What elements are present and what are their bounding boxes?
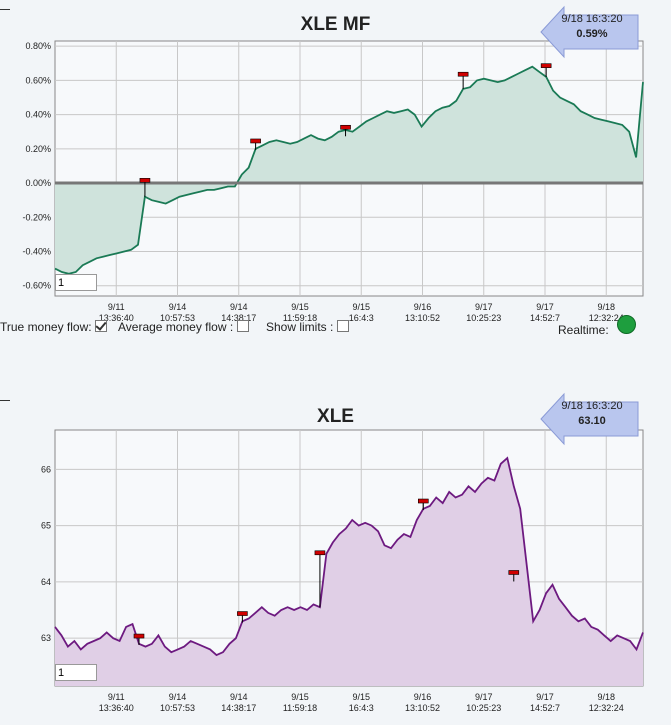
price-y-tick-label: 66 bbox=[41, 464, 51, 474]
mf-y-tick-label: 0.00% bbox=[25, 178, 51, 188]
price-x-tick-date: 9/17 bbox=[475, 692, 493, 702]
edge-tick-middle bbox=[0, 400, 10, 401]
mf-x-tick-date: 9/18 bbox=[597, 302, 615, 312]
price-x-tick-time: 13:10:52 bbox=[405, 703, 440, 713]
show-limits-label: Show limits : bbox=[266, 320, 334, 334]
price-tooltip-value: 63.10 bbox=[578, 415, 606, 427]
mf-y-tick-label: -0.40% bbox=[22, 247, 51, 257]
realtime-label: Realtime: bbox=[558, 323, 609, 337]
mf-x-tick-time: 16:4:3 bbox=[349, 313, 374, 323]
tooltip-arrow-icon bbox=[540, 5, 639, 59]
price-tooltip: 9/18 16:3:20 63.10 bbox=[540, 392, 640, 446]
mf-x-tick-date: 9/16 bbox=[414, 302, 432, 312]
price-x-tick-date: 9/15 bbox=[291, 692, 309, 702]
price-y-tick-label: 63 bbox=[41, 633, 51, 643]
show-limits-control[interactable]: Show limits : bbox=[266, 320, 351, 334]
tooltip-arrow-icon bbox=[540, 392, 639, 446]
price-event-marker bbox=[237, 611, 248, 616]
show-limits-checkbox[interactable] bbox=[336, 320, 349, 332]
price-x-tick-time: 14:52:7 bbox=[530, 703, 560, 713]
price-x-tick-time: 14:38:17 bbox=[221, 703, 256, 713]
mf-x-tick-date: 9/17 bbox=[475, 302, 493, 312]
average-money-flow-checkbox[interactable] bbox=[236, 320, 249, 332]
mf-x-tick-date: 9/17 bbox=[536, 302, 554, 312]
price-x-tick-date: 9/11 bbox=[108, 692, 125, 702]
mf-x-tick-time: 10:57:53 bbox=[160, 313, 195, 323]
mf-tooltip: 9/18 16:3:20 0.59% bbox=[540, 5, 640, 59]
realtime-status-indicator[interactable] bbox=[617, 315, 636, 334]
mf-x-tick-time: 14:52:7 bbox=[530, 313, 560, 323]
mf-tooltip-time: 9/18 16:3:20 bbox=[561, 13, 623, 25]
mf-x-tick-date: 9/15 bbox=[352, 302, 370, 312]
mf-tooltip-value: 0.59% bbox=[576, 28, 608, 40]
mf-y-tick-label: -0.60% bbox=[22, 281, 51, 291]
price-event-marker bbox=[418, 498, 429, 504]
price-x-tick-time: 16:4:3 bbox=[349, 703, 374, 713]
true-money-flow-control[interactable]: True money flow: bbox=[0, 320, 109, 334]
mf-y-tick-label: -0.20% bbox=[22, 212, 51, 222]
average-money-flow-label: Average money flow : bbox=[118, 320, 234, 334]
price-series-line bbox=[54, 456, 644, 657]
price-event-marker bbox=[314, 550, 326, 556]
true-money-flow-checkbox[interactable] bbox=[94, 320, 107, 332]
controls-bar: True money flow: Average money flow : Sh… bbox=[0, 320, 671, 338]
mf-x-tick-date: 9/15 bbox=[291, 302, 309, 312]
mf-chart-title: XLE MF bbox=[300, 14, 371, 35]
mf-event-marker bbox=[340, 124, 351, 130]
mf-y-tick-label: 0.60% bbox=[25, 75, 51, 85]
mf-event-marker bbox=[540, 63, 552, 68]
price-x-tick-date: 9/16 bbox=[414, 692, 432, 702]
price-tooltip-time: 9/18 16:3:20 bbox=[561, 400, 623, 412]
price-x-tick-time: 10:57:53 bbox=[160, 703, 195, 713]
price-x-tick-date: 9/15 bbox=[352, 692, 370, 702]
mf-x-tick-time: 11:59:18 bbox=[283, 313, 317, 323]
price-x-tick-time: 11:59:18 bbox=[283, 703, 317, 713]
price-area-fill bbox=[55, 458, 643, 686]
price-x-tick-date: 9/18 bbox=[597, 692, 615, 702]
price-x-tick-date: 9/14 bbox=[230, 692, 248, 702]
price-y-tick-label: 65 bbox=[41, 521, 51, 531]
price-chart-title: XLE bbox=[317, 406, 354, 427]
mf-x-tick-time: 13:10:52 bbox=[405, 313, 440, 323]
mf-x-tick-time: 12:32:24 bbox=[589, 313, 624, 323]
mf-event-marker bbox=[457, 71, 469, 77]
mf-series-line bbox=[54, 65, 644, 275]
true-money-flow-label: True money flow: bbox=[0, 320, 92, 334]
price-period-input[interactable] bbox=[55, 664, 97, 681]
edge-tick-top bbox=[0, 9, 10, 10]
price-y-tick-label: 64 bbox=[41, 577, 51, 587]
mf-x-tick-time: 10:25:23 bbox=[466, 313, 501, 323]
mf-chart: 0.80% 0.60% 0.40% 0.20% 0.00% -0.20% -0.40% -0.… bbox=[22, 40, 644, 323]
mf-area-fill bbox=[55, 66, 643, 274]
price-event-marker bbox=[133, 633, 145, 639]
price-x-tick-time: 12:32:24 bbox=[589, 703, 624, 713]
price-x-tick-date: 9/14 bbox=[169, 692, 187, 702]
mf-y-tick-label: 0.40% bbox=[25, 110, 51, 120]
mf-x-tick-time: 14:38:17 bbox=[221, 313, 256, 323]
price-event-marker bbox=[508, 570, 520, 575]
mf-event-marker bbox=[139, 178, 151, 183]
price-x-tick-time: 10:25:23 bbox=[466, 703, 501, 713]
mf-x-tick-date: 9/14 bbox=[230, 302, 248, 312]
mf-period-input[interactable] bbox=[55, 274, 97, 291]
mf-x-tick-time: 13:36:40 bbox=[99, 313, 134, 323]
average-money-flow-control[interactable]: Average money flow : bbox=[118, 320, 251, 334]
mf-event-marker bbox=[250, 138, 261, 144]
mf-y-tick-label: 0.20% bbox=[25, 144, 51, 154]
mf-x-tick-date: 9/14 bbox=[169, 302, 187, 312]
price-x-tick-time: 13:36:40 bbox=[99, 703, 134, 713]
price-x-tick-date: 9/17 bbox=[536, 692, 554, 702]
mf-x-tick-date: 9/11 bbox=[108, 302, 125, 312]
mf-y-tick-label: 0.80% bbox=[25, 41, 51, 51]
